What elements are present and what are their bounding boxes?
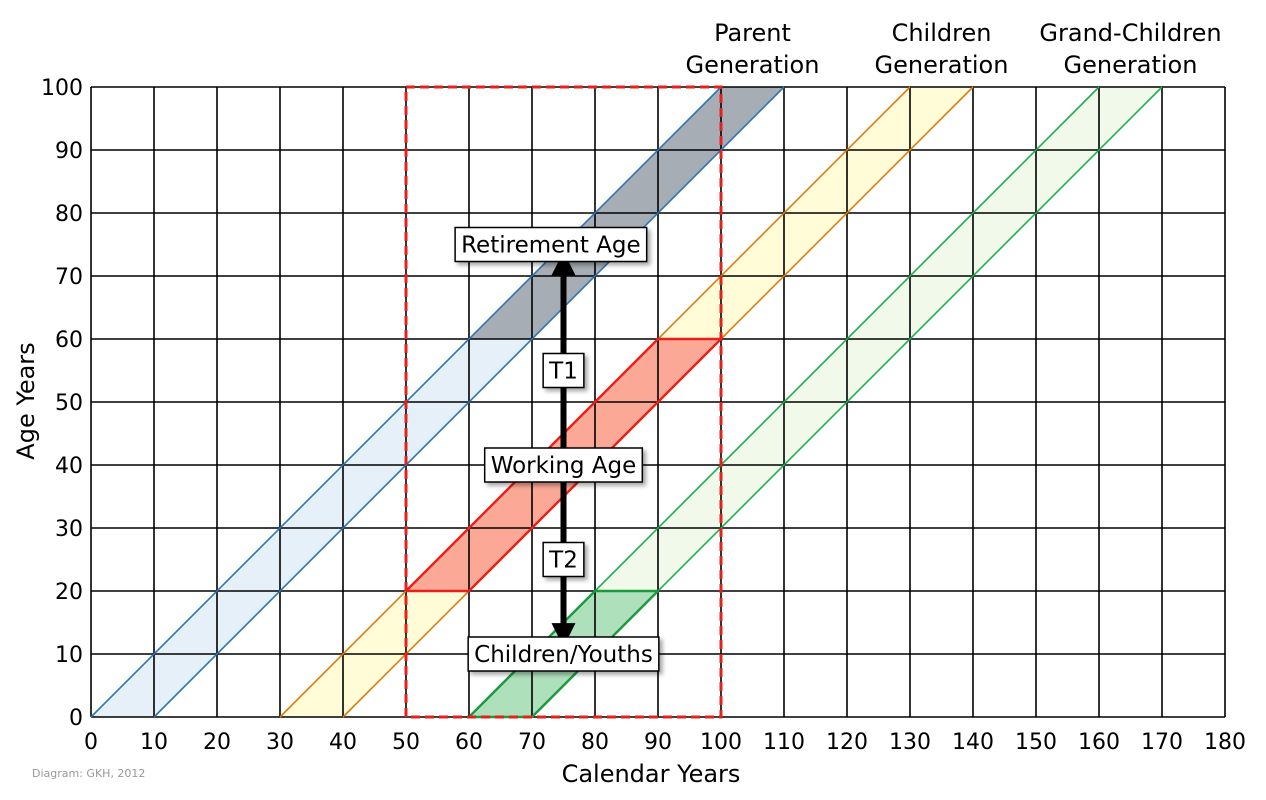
annotation-label: Working Age xyxy=(491,453,637,479)
x-tick-label-50: 50 xyxy=(392,730,420,755)
x-tick-label-10: 10 xyxy=(140,730,168,755)
annotation-4: Children/Youths xyxy=(467,636,660,672)
generation-label-2-line-1: Generation xyxy=(1064,51,1198,79)
y-tick-label-60: 60 xyxy=(55,328,83,353)
x-tick-label-60: 60 xyxy=(455,730,483,755)
generation-label-1-line-1: Generation xyxy=(875,51,1009,79)
generation-label-0-line-0: Parent xyxy=(714,19,791,47)
x-tick-label-0: 0 xyxy=(84,730,98,755)
y-tick-label-100: 100 xyxy=(41,76,83,101)
y-tick-label-20: 20 xyxy=(55,580,83,605)
x-tick-label-150: 150 xyxy=(1015,730,1057,755)
annotation-2: Working Age xyxy=(483,447,644,483)
x-tick-label-20: 20 xyxy=(203,730,231,755)
annotation-box xyxy=(542,352,585,389)
y-tick-label-10: 10 xyxy=(55,643,83,668)
annotation-label: T1 xyxy=(548,359,578,385)
x-tick-label-80: 80 xyxy=(581,730,609,755)
gen0-line-1 xyxy=(153,86,785,718)
x-tick-label-40: 40 xyxy=(329,730,357,755)
annotation-label: T2 xyxy=(548,548,578,574)
annotation-box xyxy=(454,226,648,263)
x-tick-label-70: 70 xyxy=(518,730,546,755)
annotation-box xyxy=(483,447,644,483)
generation-label-2-line-0: Grand-Children xyxy=(1039,19,1221,47)
x-tick-label-170: 170 xyxy=(1141,730,1183,755)
x-tick-label-140: 140 xyxy=(952,730,994,755)
focus-window xyxy=(404,85,723,719)
x-tick-label-100: 100 xyxy=(700,730,742,755)
x-tick-label-90: 90 xyxy=(644,730,672,755)
y-tick-label-80: 80 xyxy=(55,202,83,227)
annotation-3: T2 xyxy=(542,541,585,578)
y-tick-label-0: 0 xyxy=(69,706,83,731)
y-tick-label-70: 70 xyxy=(55,265,83,290)
y-tick-label-50: 50 xyxy=(55,391,83,416)
y-tick-label-90: 90 xyxy=(55,139,83,164)
annotation-label: Children/Youths xyxy=(474,642,653,668)
annotation-0: Retirement Age xyxy=(454,226,648,263)
y-tick-label-30: 30 xyxy=(55,517,83,542)
x-tick-label-110: 110 xyxy=(763,730,805,755)
annotation-label: Retirement Age xyxy=(461,233,641,259)
x-tick-label-120: 120 xyxy=(826,730,868,755)
x-axis-title: Calendar Years xyxy=(562,760,741,788)
y-tick-label-40: 40 xyxy=(55,454,83,479)
y-axis-title: Age Years xyxy=(12,342,40,459)
generation-label-1-line-0: Children xyxy=(892,19,992,47)
annotation-box xyxy=(542,541,585,578)
y-tick-labels: 0 10 20 30 40 50 60 70 80 90 100 xyxy=(41,76,83,731)
annotation-box xyxy=(467,636,660,672)
x-tick-label-30: 30 xyxy=(266,730,294,755)
x-tick-labels: 0 10 20 30 40 50 60 70 80 90 100 110 120 130 140 150 160… xyxy=(84,730,1246,755)
annotations: Retirement Age T1 Working Age T2 Children/Yo… xyxy=(454,226,660,672)
x-tick-label-160: 160 xyxy=(1078,730,1120,755)
focus-window-rect xyxy=(404,85,723,719)
x-tick-label-130: 130 xyxy=(889,730,931,755)
x-tick-label-180: 180 xyxy=(1204,730,1246,755)
generation-label-0-line-1: Generation xyxy=(686,51,820,79)
credit-text: Diagram: GKH, 2012 xyxy=(32,767,145,780)
annotation-1: T1 xyxy=(542,352,585,389)
generation-labels: Parent Generation Children Generation Grand-… xyxy=(686,19,1222,79)
